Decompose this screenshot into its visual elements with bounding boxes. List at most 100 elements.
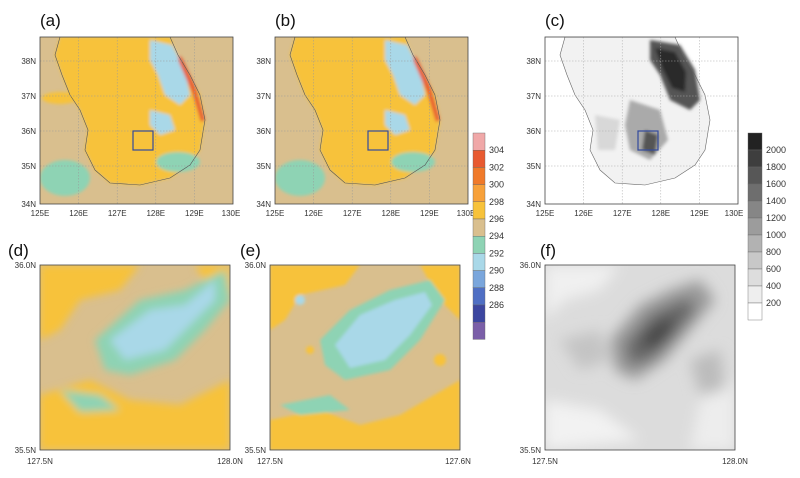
y-tick-label: 35N: [526, 162, 541, 171]
colorbar-swatch: [472, 235, 486, 254]
x-tick-label: 129E: [185, 209, 204, 218]
colorbar-swatch: [747, 132, 763, 151]
x-tick-label: 127E: [108, 209, 127, 218]
colorbar-label: 1200: [766, 213, 786, 223]
x-tick-label: 125E: [266, 209, 285, 218]
colorbar-label: 2000: [766, 145, 786, 155]
region-box-c: [637, 130, 659, 151]
y-tick-label: 38N: [256, 57, 271, 66]
y-tick-label: 36N: [526, 127, 541, 136]
colorbar-label: 294: [489, 231, 504, 241]
x-ticks-c: 125E 126E 127E 128E 129E 130E: [536, 209, 744, 218]
colorbar-label: 800: [766, 247, 781, 257]
x-tick-label: 129E: [420, 209, 439, 218]
x-tick-label: 126E: [69, 209, 88, 218]
colorbar-swatch: [472, 322, 486, 340]
y-tick-label: 37N: [526, 92, 541, 101]
y-tick-label: 37N: [21, 92, 36, 101]
map-b-fill: [275, 37, 468, 204]
x-tick-label: 126E: [304, 209, 323, 218]
y-tick-label: 34N: [256, 200, 271, 209]
colorbar-swatch: [472, 218, 486, 237]
y-tick-label: 37N: [256, 92, 271, 101]
x-tick-label: 128.0N: [217, 457, 243, 466]
x-tick-label: 127.5N: [257, 457, 283, 466]
map-c-fill: [545, 37, 738, 204]
colorbar-swatch: [472, 304, 486, 323]
colorbar-label: 300: [489, 180, 504, 190]
x-tick-label: 128E: [651, 209, 670, 218]
y-ticks-b: 38N 37N 36N 35N 34N: [256, 57, 271, 209]
x-tick-label: 130E: [222, 209, 241, 218]
colorbar-swatch: [472, 149, 486, 168]
map-d-fill: [40, 265, 230, 450]
panel-label-d: (d): [8, 241, 29, 260]
x-tick-label: 126E: [574, 209, 593, 218]
colorbar-swatch: [747, 268, 763, 287]
panel-label-b: (b): [275, 11, 296, 30]
x-tick-label: 127.5N: [27, 457, 53, 466]
colorbar-swatch: [747, 200, 763, 219]
colorbar-label: 286: [489, 300, 504, 310]
colorbar-swatch: [472, 132, 486, 151]
colorbar-label: 400: [766, 281, 781, 291]
panel-a: (a): [21, 11, 240, 218]
colorbar-label: 600: [766, 264, 781, 274]
y-tick-label: 35.5N: [245, 446, 267, 455]
colorbar-label: 298: [489, 197, 504, 207]
y-tick-label: 35.5N: [15, 446, 37, 455]
y-tick-label: 36.0N: [520, 261, 542, 270]
colorbar-label: 290: [489, 266, 504, 276]
region-box-a: [132, 130, 154, 151]
map-f-fill: [545, 265, 735, 450]
y-tick-label: 36.0N: [245, 261, 267, 270]
x-tick-label: 127.5N: [532, 457, 558, 466]
y-ticks-a: 38N 37N 36N 35N 34N: [21, 57, 36, 209]
y-tick-label: 36N: [21, 127, 36, 136]
x-tick-label: 128E: [381, 209, 400, 218]
colorbar-swatch: [747, 217, 763, 236]
colorbar-label: 1000: [766, 230, 786, 240]
temperature-colorbar: 304 302 300 298 296 294 292 290 288 286: [472, 132, 504, 340]
colorbar-label: 1800: [766, 162, 786, 172]
map-e-fill: [270, 265, 460, 450]
x-tick-label: 129E: [690, 209, 709, 218]
colorbar-label: 1600: [766, 179, 786, 189]
panel-f: (f) 36.0N 35.5N 127.5N 128.0N: [520, 241, 748, 466]
colorbar-swatch: [472, 167, 486, 185]
panel-label-a: (a): [40, 11, 61, 30]
colorbar-label: 200: [766, 298, 781, 308]
panel-label-f: (f): [540, 241, 556, 260]
panel-e: (e) 36.0N 35.5N 127.5N 127.6N: [240, 241, 471, 466]
x-tick-label: 128E: [146, 209, 165, 218]
map-a-fill: [40, 37, 233, 204]
colorbar-swatch: [472, 287, 486, 306]
region-box-b: [367, 130, 389, 151]
colorbar-swatch: [472, 253, 486, 271]
y-tick-label: 35N: [21, 162, 36, 171]
y-tick-label: 35N: [256, 162, 271, 171]
y-tick-label: 36.0N: [15, 261, 37, 270]
colorbar-label: 292: [489, 248, 504, 258]
x-tick-label: 127E: [613, 209, 632, 218]
panel-d: (d) 36.0N 35.5N 127.5N 128.0N: [8, 241, 243, 466]
y-tick-label: 38N: [526, 57, 541, 66]
colorbar-swatch: [747, 251, 763, 270]
colorbar-swatch: [472, 201, 486, 220]
colorbar-swatch: [747, 302, 763, 321]
x-tick-label: 127.6N: [445, 457, 471, 466]
colorbar-label: 1400: [766, 196, 786, 206]
x-tick-label: 125E: [536, 209, 555, 218]
colorbar-swatch: [747, 285, 763, 304]
y-tick-label: 34N: [526, 200, 541, 209]
y-tick-label: 35.5N: [520, 446, 542, 455]
panel-label-e: (e): [240, 241, 261, 260]
colorbar-swatch: [747, 166, 763, 185]
x-tick-label: 125E: [31, 209, 50, 218]
x-tick-label: 127E: [343, 209, 362, 218]
y-ticks-c: 38N 37N 36N 35N 34N: [526, 57, 541, 209]
colorbar-swatch: [747, 183, 763, 202]
x-tick-label: 130E: [725, 209, 744, 218]
panel-label-c: (c): [545, 11, 565, 30]
